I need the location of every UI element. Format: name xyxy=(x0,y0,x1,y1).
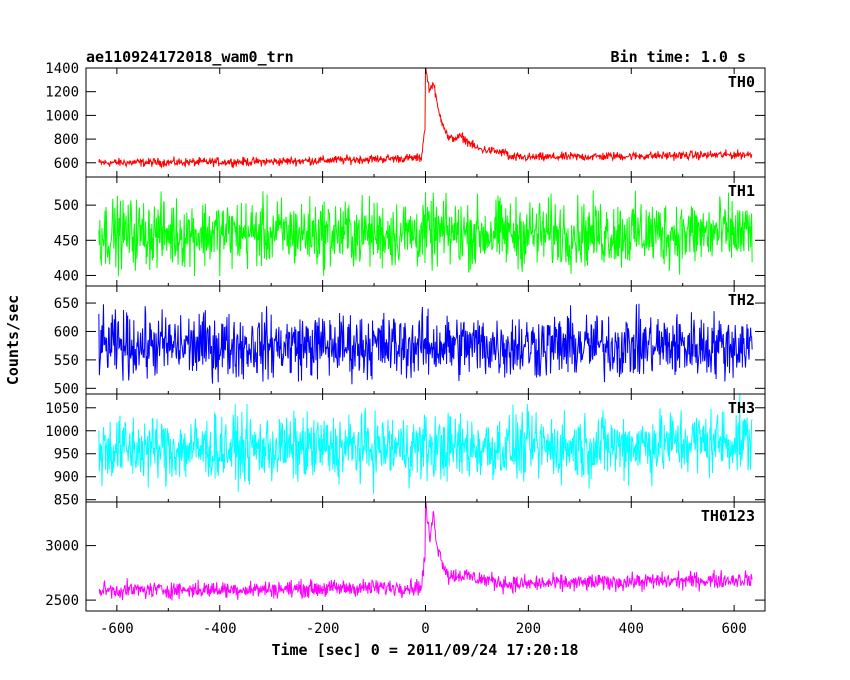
panel-label: TH1 xyxy=(728,182,755,200)
series-line-th2 xyxy=(98,303,753,385)
panels: 600 800 1000 1200 1400 TH0 400 450 500 TH1 500 550 6… xyxy=(45,61,766,637)
x-tick-label: 0 xyxy=(421,621,429,637)
panel-label: TH0 xyxy=(728,73,755,91)
x-tick-label: 400 xyxy=(619,621,644,637)
x-axis-label: Time [sec] 0 = 2011/09/24 17:20:18 xyxy=(271,641,578,659)
x-tick-label: 600 xyxy=(721,621,746,637)
plot-title: ae110924172018_wam0_trn xyxy=(86,48,294,66)
bin-time-label: Bin time: 1.0 s xyxy=(611,48,746,66)
panel-th0123: 2500 3000 TH0123 xyxy=(45,501,766,612)
y-tick-label: 1000 xyxy=(45,424,79,440)
panel-th2: 500 550 600 650 TH2 xyxy=(54,285,766,397)
y-tick-label: 1200 xyxy=(45,85,79,101)
series-line-th3 xyxy=(98,394,753,494)
y-tick-label: 400 xyxy=(54,268,79,284)
panel-label: TH2 xyxy=(728,291,755,309)
y-tick-label: 3000 xyxy=(45,539,79,555)
y-tick-label: 650 xyxy=(54,296,79,312)
series-line-th0 xyxy=(98,68,753,169)
y-tick-label: 950 xyxy=(54,447,79,463)
y-tick-label: 1000 xyxy=(45,108,79,124)
y-tick-label: 600 xyxy=(54,324,79,340)
y-tick-label: 1400 xyxy=(45,61,79,77)
series-line-th0123 xyxy=(98,502,753,601)
panel-th3: 850 900 950 1000 1050 TH3 xyxy=(45,393,766,509)
panel-label: TH3 xyxy=(728,399,755,417)
x-tick-label: -400 xyxy=(203,621,237,637)
y-tick-label: 800 xyxy=(54,132,79,148)
y-axis-label: Counts/sec xyxy=(4,295,22,385)
y-tick-label: 900 xyxy=(54,470,79,486)
x-tick-label: 200 xyxy=(516,621,541,637)
y-tick-label: 2500 xyxy=(45,593,79,609)
y-tick-label: 850 xyxy=(54,493,79,509)
x-tick-label: -200 xyxy=(306,621,340,637)
y-tick-label: 500 xyxy=(54,198,79,214)
y-tick-label: 600 xyxy=(54,156,79,172)
panel-th1: 400 450 500 TH1 xyxy=(54,176,766,287)
y-tick-label: 1050 xyxy=(45,401,79,417)
y-tick-label: 450 xyxy=(54,233,79,249)
x-tick-label: -600 xyxy=(100,621,134,637)
y-tick-label: 550 xyxy=(54,353,79,369)
panel-label: TH0123 xyxy=(701,507,755,525)
panel-th0: 600 800 1000 1200 1400 TH0 xyxy=(45,61,766,178)
series-line-th1 xyxy=(98,190,753,277)
y-tick-label: 500 xyxy=(54,381,79,397)
